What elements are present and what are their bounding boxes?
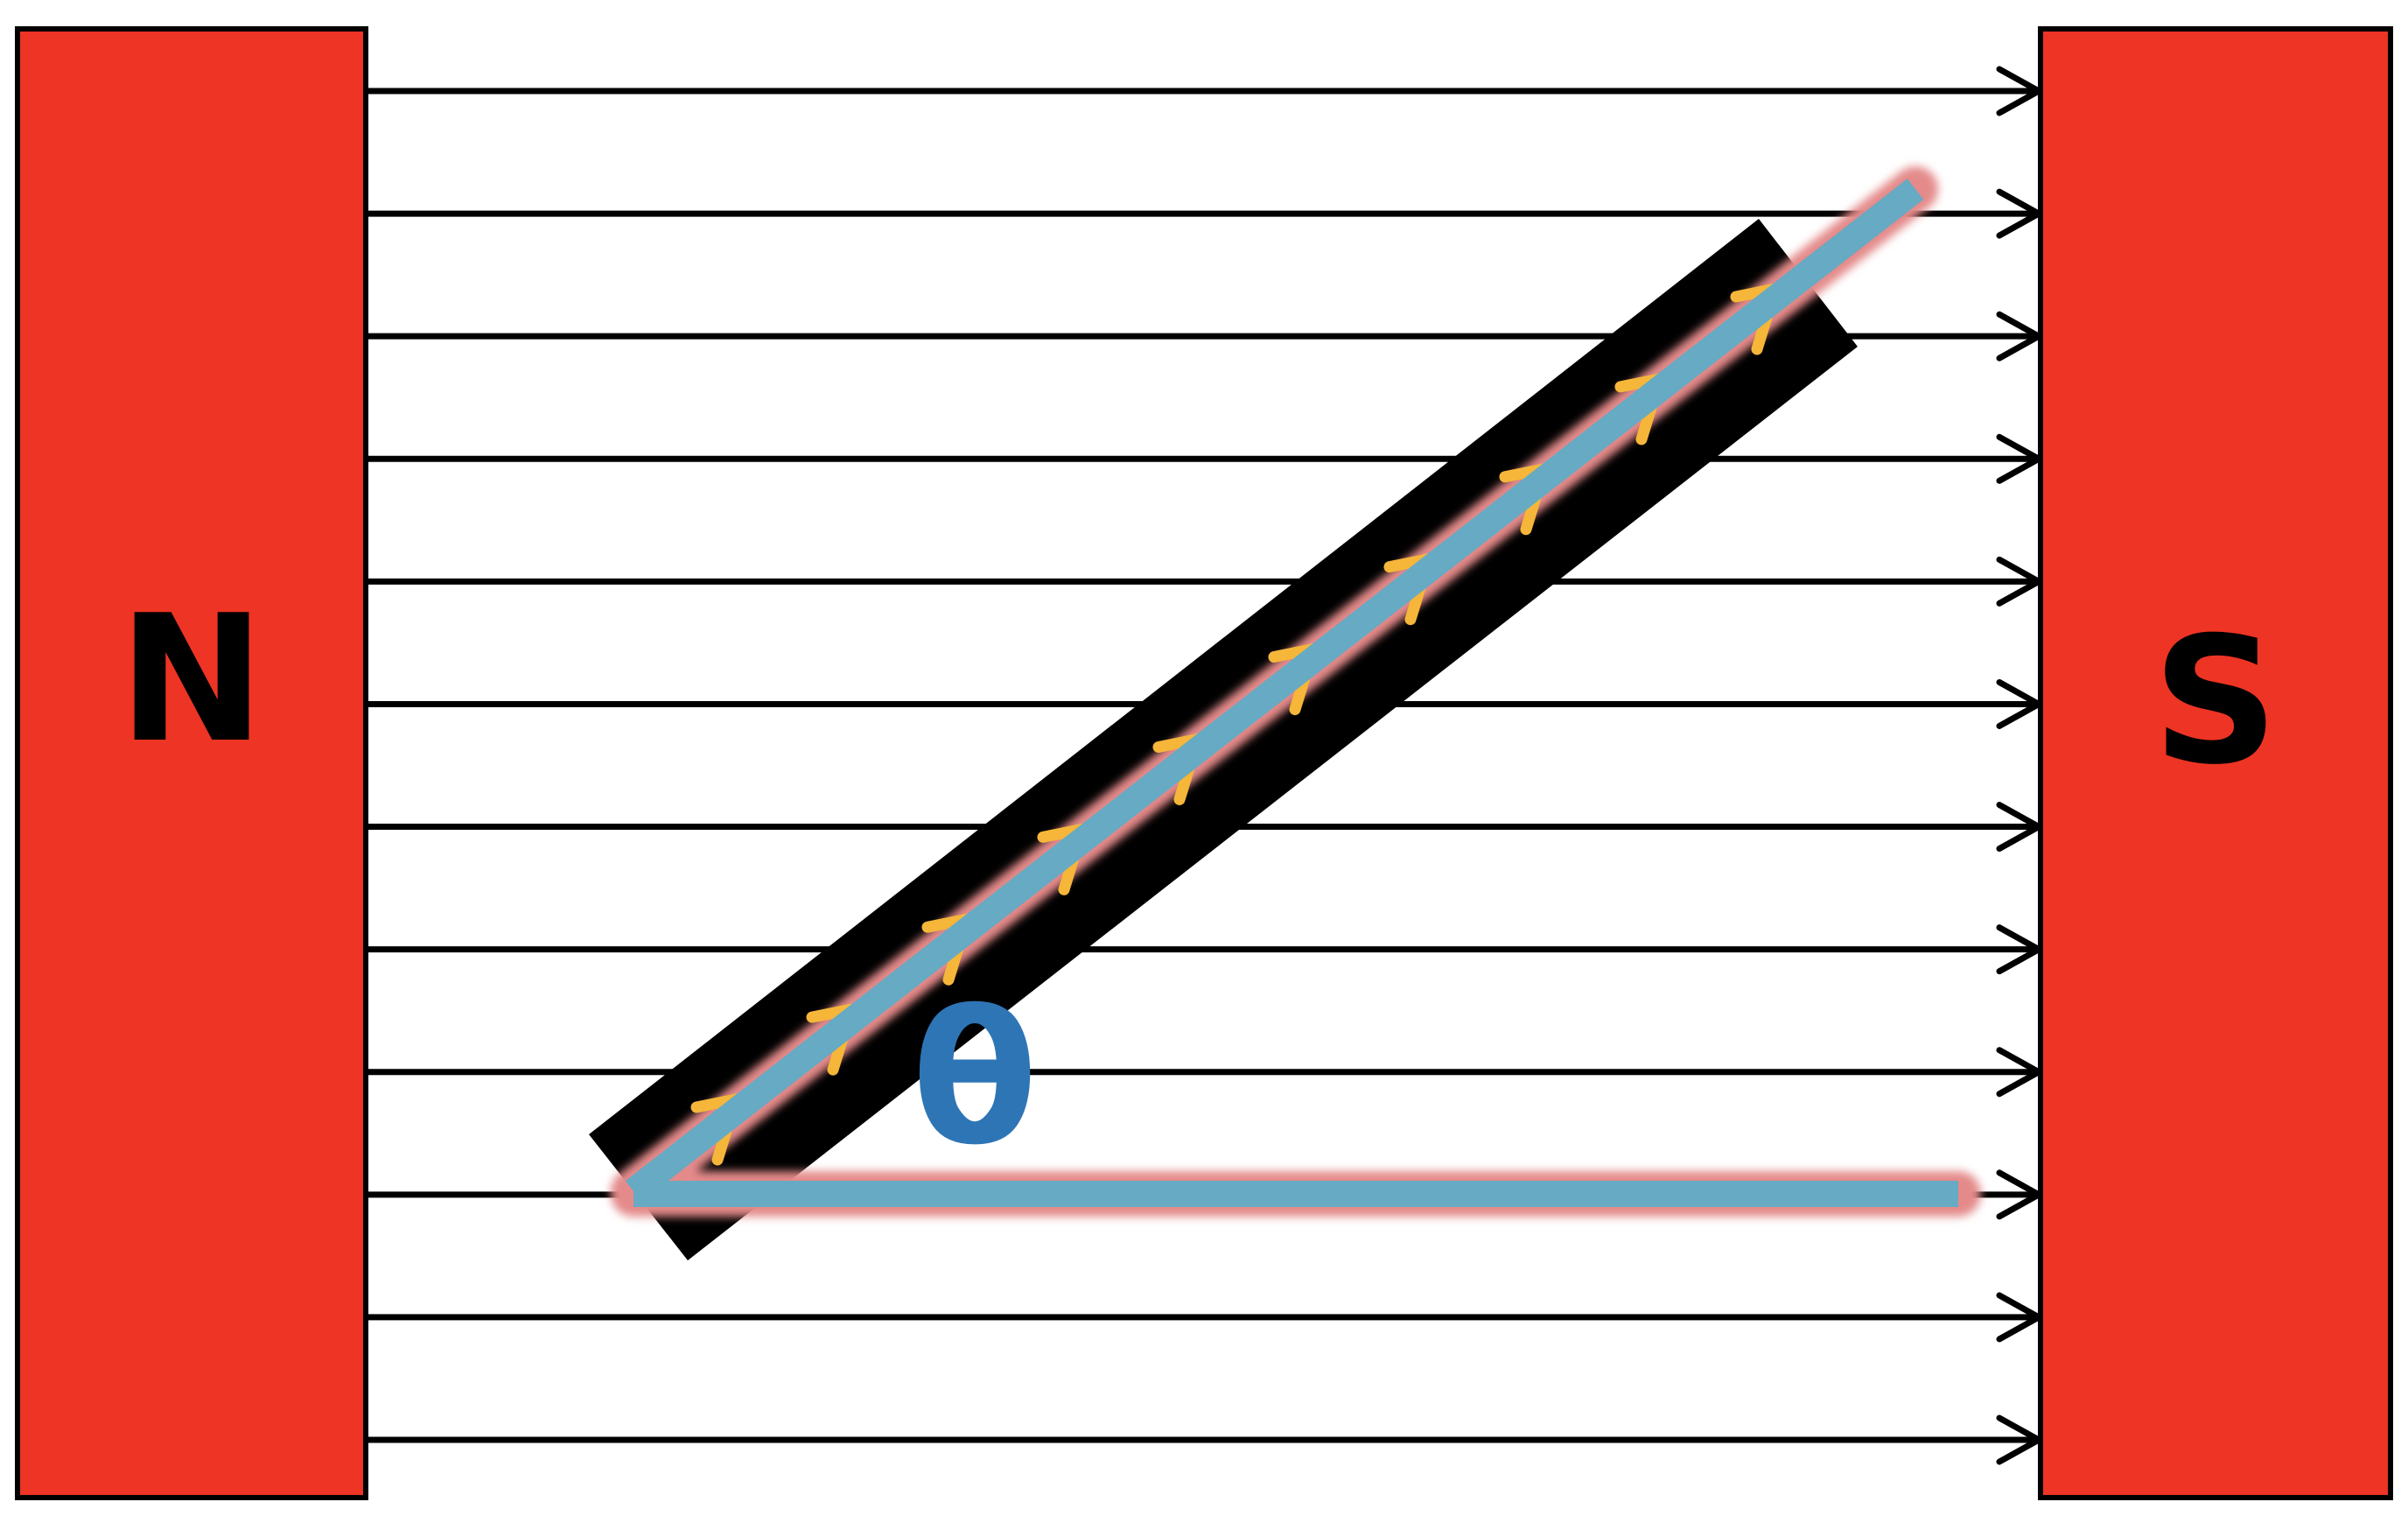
field-line [366,1292,2046,1343]
field-line [366,924,2046,975]
field-line [366,188,2046,239]
south-magnet [2038,26,2393,1500]
angle-theta-label: θ [912,972,1038,1186]
field-line [366,1047,2046,1098]
field-line [366,556,2046,607]
field-line [366,1414,2046,1465]
north-magnet [15,26,368,1500]
field-line [366,66,2046,116]
south-pole-label: S [2152,600,2278,804]
conductor-plane-line [625,179,1924,1202]
field-line [366,433,2046,484]
north-pole-label: N [118,578,264,782]
